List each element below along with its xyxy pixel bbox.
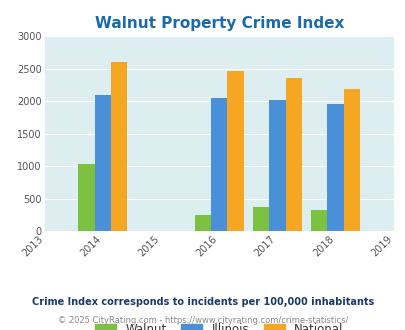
Bar bbox=[252, 207, 269, 231]
Bar bbox=[111, 62, 127, 231]
Bar bbox=[343, 89, 359, 231]
Title: Walnut Property Crime Index: Walnut Property Crime Index bbox=[94, 16, 343, 31]
Bar bbox=[310, 210, 327, 231]
Text: © 2025 CityRating.com - https://www.cityrating.com/crime-statistics/: © 2025 CityRating.com - https://www.city… bbox=[58, 316, 347, 325]
Bar bbox=[327, 105, 343, 231]
Legend: Walnut, Illinois, National: Walnut, Illinois, National bbox=[90, 319, 347, 330]
Bar bbox=[227, 71, 243, 231]
Bar bbox=[94, 95, 111, 231]
Bar bbox=[194, 215, 211, 231]
Text: Crime Index corresponds to incidents per 100,000 inhabitants: Crime Index corresponds to incidents per… bbox=[32, 297, 373, 307]
Bar bbox=[285, 78, 301, 231]
Bar bbox=[269, 100, 285, 231]
Bar bbox=[78, 164, 94, 231]
Bar bbox=[211, 98, 227, 231]
